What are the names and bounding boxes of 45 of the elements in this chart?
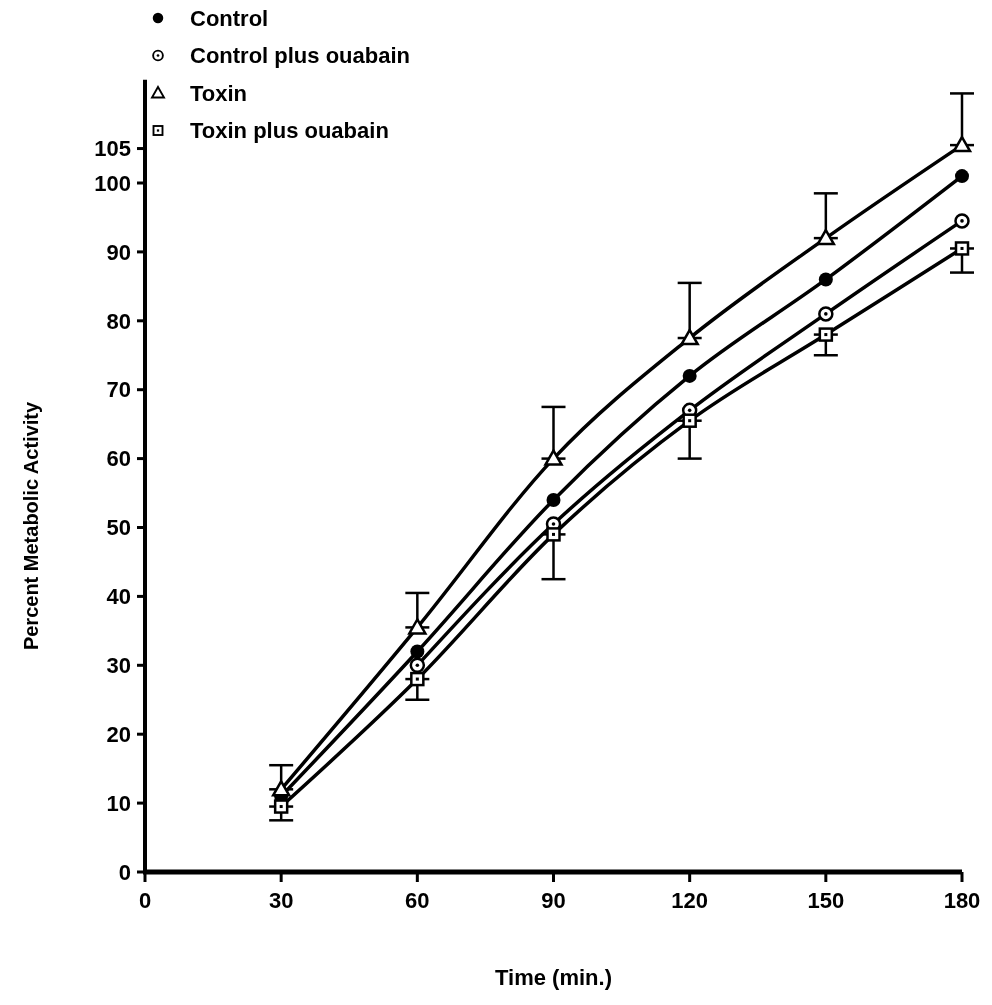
y-tick-label: 40 xyxy=(106,584,131,610)
point xyxy=(816,228,836,246)
y-tick-label: 90 xyxy=(106,239,131,265)
y-tick-label: 105 xyxy=(94,136,131,162)
x-tick-label: 60 xyxy=(405,888,430,913)
point xyxy=(544,449,563,466)
legend-label: Toxin plus ouabain xyxy=(190,118,389,144)
point xyxy=(271,780,291,797)
y-tick-label: 0 xyxy=(118,859,131,885)
x-tick-label: 120 xyxy=(671,888,709,913)
point xyxy=(954,241,970,256)
point xyxy=(546,492,561,507)
y-tick-label: 20 xyxy=(106,721,131,747)
y-tick-label: 30 xyxy=(106,653,131,678)
point xyxy=(410,644,425,659)
y-tick-label: 10 xyxy=(106,790,131,816)
point xyxy=(818,306,834,322)
legend-label: Control xyxy=(190,5,269,31)
x-tick-label: 30 xyxy=(268,888,294,913)
legend-label: Toxin xyxy=(190,80,248,106)
x-tick-label: 90 xyxy=(541,888,566,913)
y-axis-title: Percent Metabolic Activity xyxy=(20,401,42,651)
x-tick-label: 150 xyxy=(807,888,845,913)
point xyxy=(818,327,834,342)
y-tick-label: 100 xyxy=(94,170,131,196)
y-tick-label: 60 xyxy=(106,446,131,472)
point xyxy=(955,169,969,184)
y-tick-label: 80 xyxy=(106,308,131,334)
x-axis-title: Time (min.) xyxy=(495,965,612,990)
point xyxy=(682,413,697,428)
point xyxy=(546,527,561,542)
x-tick-label: 0 xyxy=(138,888,152,913)
point xyxy=(410,671,425,687)
point xyxy=(954,213,970,229)
point xyxy=(408,618,427,635)
y-tick-label: 70 xyxy=(106,377,131,403)
point xyxy=(682,368,697,383)
point xyxy=(409,657,426,674)
point xyxy=(680,328,699,346)
x-tick-label: 180 xyxy=(943,888,981,913)
point xyxy=(952,135,972,153)
point xyxy=(273,799,289,814)
y-tick-label: 50 xyxy=(106,515,131,541)
point xyxy=(818,272,833,287)
legend-label: Control plus ouabain xyxy=(190,43,410,69)
